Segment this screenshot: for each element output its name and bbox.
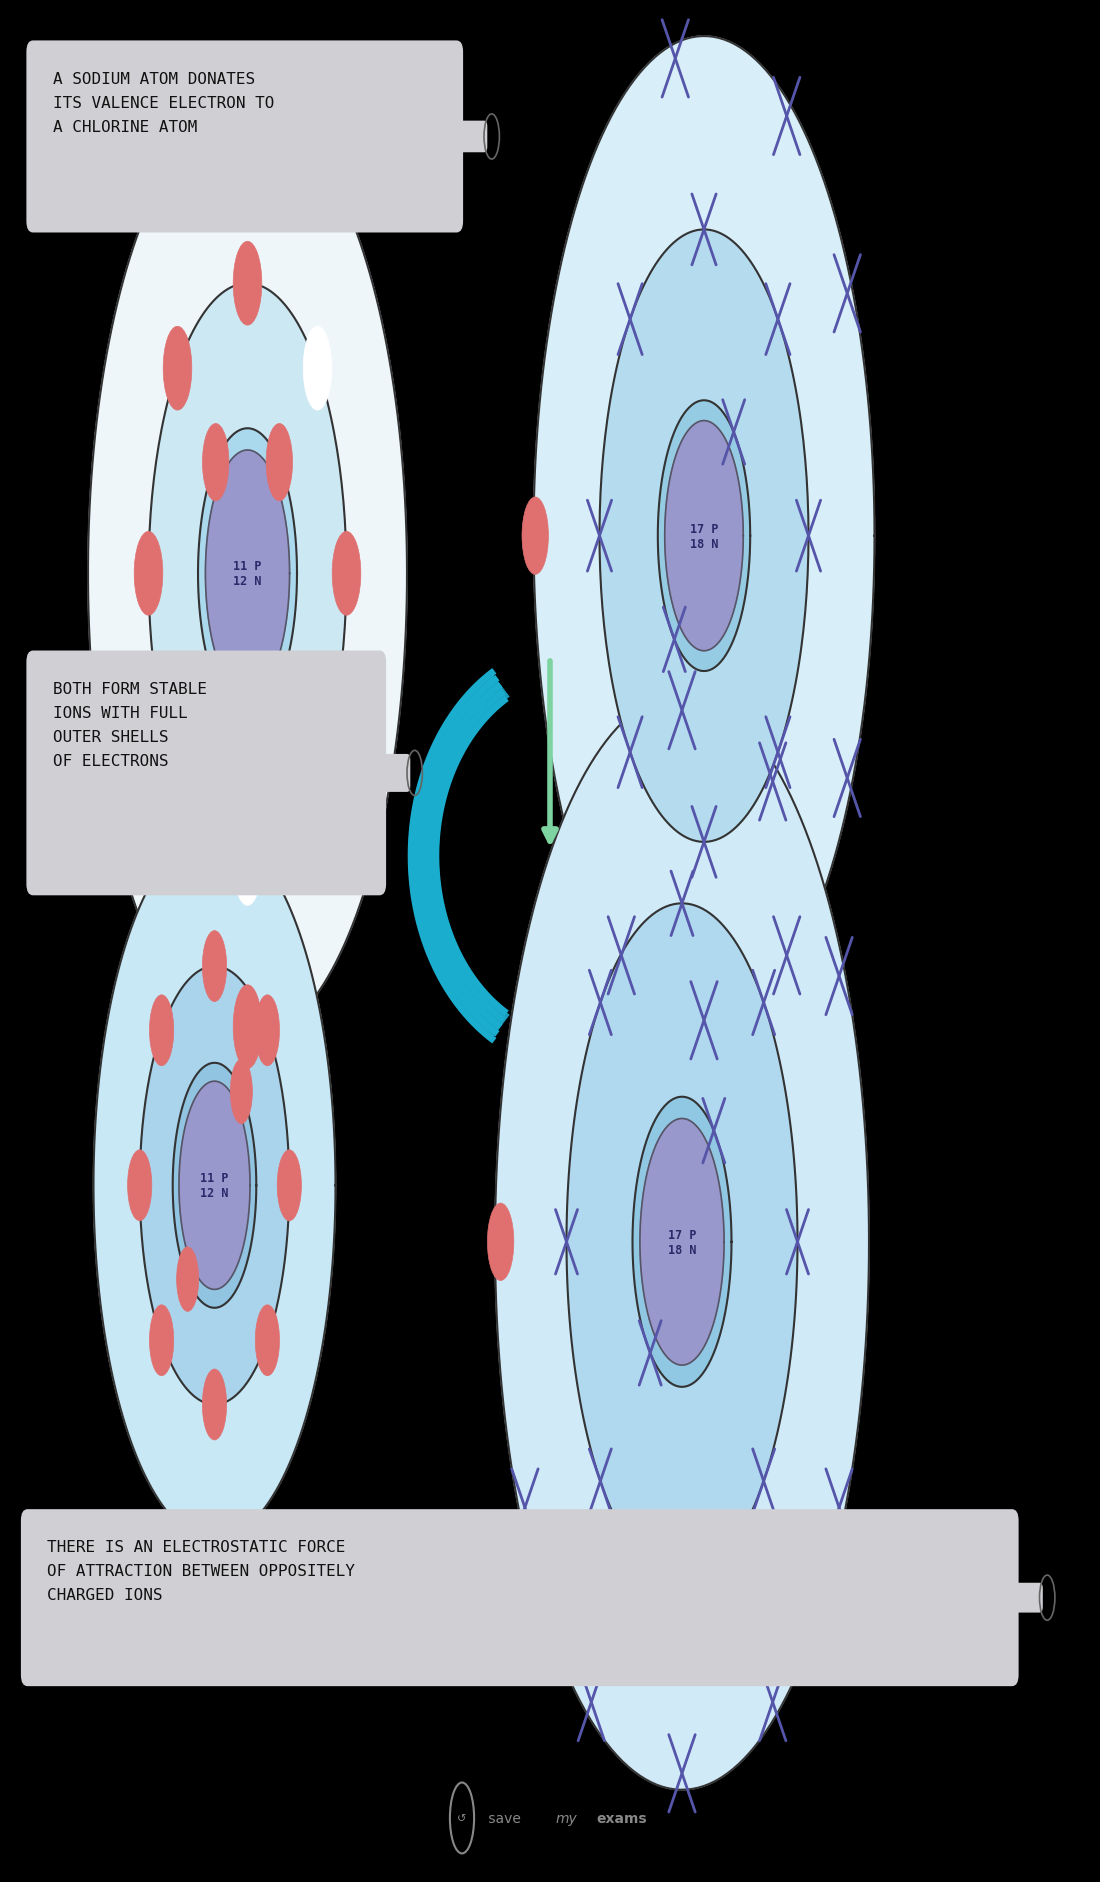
Ellipse shape (277, 1150, 301, 1221)
Ellipse shape (304, 327, 332, 410)
Ellipse shape (233, 243, 262, 326)
Ellipse shape (202, 423, 229, 502)
Ellipse shape (230, 1060, 252, 1124)
Text: A SODIUM ATOM DONATES
ITS VALENCE ELECTRON TO
A CHLORINE ATOM: A SODIUM ATOM DONATES ITS VALENCE ELECTR… (53, 72, 274, 134)
Text: THERE IS AN ELECTROSTATIC FORCE
OF ATTRACTION BETWEEN OPPOSITELY
CHARGED IONS: THERE IS AN ELECTROSTATIC FORCE OF ATTRA… (47, 1539, 355, 1602)
FancyBboxPatch shape (1009, 1583, 1043, 1613)
FancyBboxPatch shape (453, 122, 487, 152)
Polygon shape (664, 422, 744, 651)
Ellipse shape (163, 327, 191, 410)
Text: exams: exams (596, 1810, 647, 1826)
Text: ↺: ↺ (458, 1812, 466, 1824)
Ellipse shape (332, 533, 361, 615)
Polygon shape (658, 401, 750, 672)
Polygon shape (640, 1120, 724, 1364)
Polygon shape (179, 1082, 250, 1289)
Polygon shape (88, 107, 407, 1041)
Text: 11 P
12 N: 11 P 12 N (200, 1172, 229, 1199)
Ellipse shape (128, 1150, 152, 1221)
FancyBboxPatch shape (376, 755, 410, 792)
Polygon shape (94, 832, 336, 1539)
Polygon shape (534, 38, 874, 1035)
Ellipse shape (150, 996, 174, 1067)
Polygon shape (148, 284, 346, 864)
Ellipse shape (163, 738, 191, 821)
Ellipse shape (202, 932, 227, 1001)
Ellipse shape (202, 1370, 227, 1440)
Ellipse shape (233, 986, 262, 1069)
Ellipse shape (134, 533, 163, 615)
Polygon shape (495, 694, 869, 1790)
FancyBboxPatch shape (26, 651, 386, 896)
Polygon shape (566, 903, 798, 1581)
Text: 17 P
18 N: 17 P 18 N (668, 1229, 696, 1255)
Ellipse shape (487, 1203, 514, 1282)
Ellipse shape (233, 822, 262, 905)
Text: 11 P
12 N: 11 P 12 N (233, 561, 262, 587)
Ellipse shape (304, 738, 332, 821)
Ellipse shape (255, 996, 279, 1067)
Ellipse shape (255, 1304, 279, 1376)
Ellipse shape (150, 1304, 174, 1376)
Polygon shape (198, 429, 297, 719)
Ellipse shape (522, 497, 549, 576)
Text: BOTH FORM STABLE
IONS WITH FULL
OUTER SHELLS
OF ELECTRONS: BOTH FORM STABLE IONS WITH FULL OUTER SH… (53, 681, 207, 768)
Text: my: my (556, 1810, 578, 1826)
FancyBboxPatch shape (26, 41, 463, 233)
Polygon shape (173, 1063, 256, 1308)
Polygon shape (600, 230, 808, 843)
Polygon shape (632, 1097, 732, 1387)
Text: save: save (484, 1810, 521, 1826)
Polygon shape (140, 967, 289, 1404)
Text: 17 P
18 N: 17 P 18 N (690, 523, 718, 550)
FancyBboxPatch shape (21, 1509, 1019, 1686)
Polygon shape (206, 452, 289, 696)
Ellipse shape (266, 423, 293, 502)
Ellipse shape (177, 1248, 199, 1312)
